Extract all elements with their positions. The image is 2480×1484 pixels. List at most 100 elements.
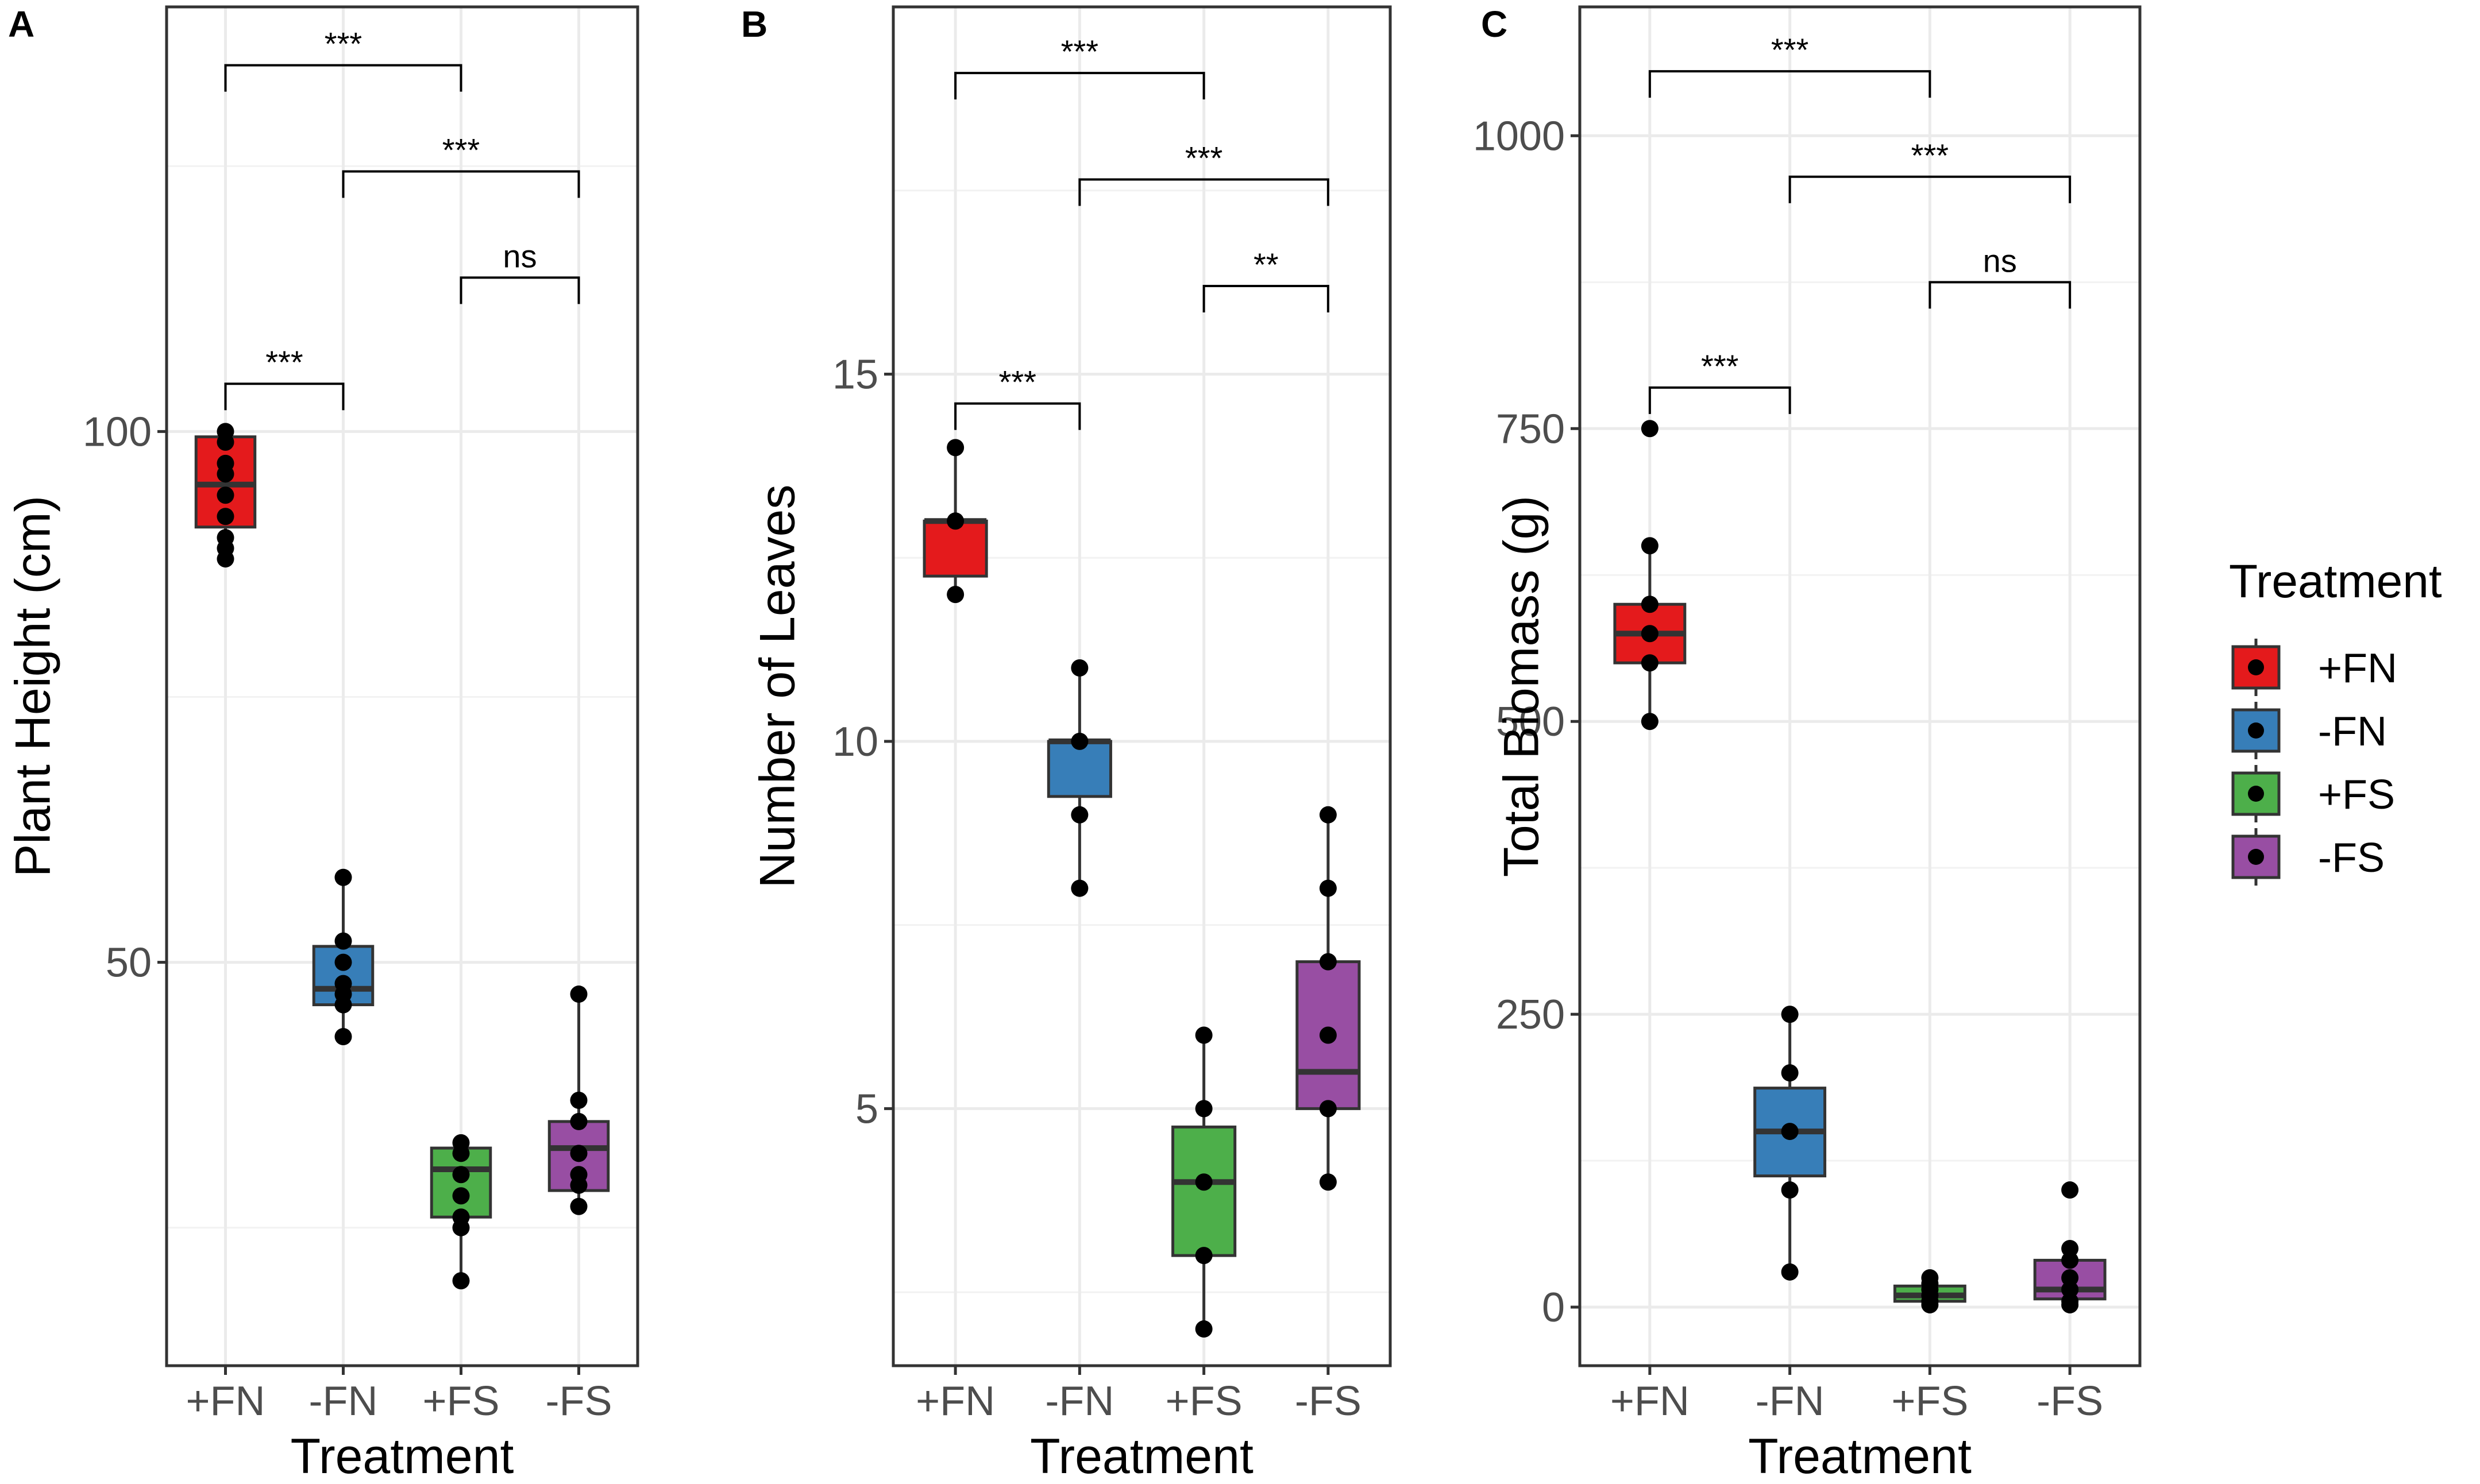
- y-axis-title: Plant Height (cm): [6, 496, 61, 877]
- data-point: [452, 1187, 470, 1205]
- x-axis-title: Treatment: [1030, 1429, 1254, 1484]
- legend-title: Treatment: [2229, 555, 2442, 608]
- y-tick-label: 15: [832, 351, 878, 397]
- significance-bracket: [1648, 70, 1931, 98]
- x-tick-label: +FS: [1891, 1378, 1968, 1424]
- x-tick-label: -FS: [1295, 1378, 1362, 1424]
- data-point: [2061, 1296, 2079, 1313]
- data-point: [452, 1166, 470, 1184]
- data-point: [334, 868, 352, 886]
- box-+FN: [923, 519, 988, 578]
- x-tick-label: -FN: [309, 1378, 378, 1424]
- x-tick-label: -FN: [1045, 1378, 1114, 1424]
- data-point: [2061, 1181, 2079, 1199]
- data-point: [217, 433, 234, 451]
- legend-key-point: [2248, 849, 2264, 865]
- significance-bracket: [954, 402, 1081, 430]
- significance-bracket: [1202, 284, 1329, 312]
- data-point: [1071, 732, 1089, 750]
- legend-label: -FN: [2318, 709, 2387, 755]
- data-point: [334, 996, 352, 1014]
- data-point: [947, 512, 965, 530]
- y-axis-title: Total Biomass (g): [1494, 496, 1549, 877]
- data-point: [452, 1272, 470, 1290]
- data-point: [1195, 1100, 1213, 1118]
- data-point: [1319, 879, 1337, 897]
- data-point: [570, 1176, 588, 1194]
- data-point: [570, 1145, 588, 1162]
- plot-background: [893, 7, 1390, 1366]
- y-axis-title: Number of Leaves: [750, 485, 805, 888]
- legend-item-+FS: +FS: [2231, 765, 2395, 822]
- data-point: [1071, 806, 1089, 824]
- panel-label: C: [1481, 3, 1507, 45]
- significance-bracket: [1929, 281, 2072, 309]
- data-point: [217, 550, 234, 568]
- data-point: [947, 586, 965, 604]
- chart-panel-c: *** *** ns *** 0 250 500 750 1000 +FN -FN +FS -FS Tre…: [1473, 3, 2142, 1484]
- data-point: [1195, 1247, 1213, 1265]
- panel-border: [165, 5, 639, 1367]
- legend-key-box: [2231, 771, 2281, 816]
- significance-bracket: [342, 170, 580, 198]
- legend: Treatment +FN -FN +FS -FS: [2229, 555, 2442, 886]
- y-tick-label: 250: [1496, 992, 1565, 1038]
- data-point: [1641, 713, 1659, 731]
- data-point: [570, 1112, 588, 1130]
- significance-bracket: [1648, 386, 1791, 414]
- x-tick-label: +FS: [1166, 1378, 1243, 1424]
- panel-border: [1578, 5, 2142, 1367]
- significance-bracket: [1788, 175, 2072, 203]
- x-tick-label: -FS: [2037, 1378, 2103, 1424]
- data-point: [452, 1219, 470, 1236]
- legend-key-box: [2231, 645, 2281, 690]
- y-tick-label: 10: [832, 719, 878, 765]
- legend-item--FS: -FS: [2231, 828, 2385, 886]
- y-tick-label: 50: [106, 940, 152, 986]
- legend-key-point: [2248, 786, 2264, 802]
- data-point: [217, 465, 234, 483]
- significance-label: ***: [325, 26, 362, 62]
- box-+FS: [1171, 1125, 1237, 1257]
- panels-group: *** *** ns *** 50 10 0 +FN -FN +FS -FS Treatment Pla…: [6, 3, 2142, 1484]
- data-point: [1319, 953, 1337, 971]
- data-point: [570, 1197, 588, 1215]
- x-tick-label: +FN: [916, 1378, 995, 1424]
- legend-item--FN: -FN: [2231, 702, 2387, 759]
- x-axis-title: Treatment: [291, 1429, 514, 1484]
- significance-label: ***: [1911, 137, 1949, 173]
- y-tick-label: 0: [1542, 1285, 1565, 1331]
- data-point: [1781, 1181, 1799, 1199]
- significance-bracket: [954, 72, 1205, 100]
- significance-label: ***: [1701, 348, 1738, 384]
- x-tick-label: +FN: [1610, 1378, 1690, 1424]
- data-point: [1319, 1026, 1337, 1044]
- data-point: [1781, 1006, 1799, 1023]
- data-point: [1641, 537, 1659, 555]
- data-point: [334, 932, 352, 950]
- data-point: [1319, 806, 1337, 824]
- legend-label: -FS: [2318, 835, 2385, 881]
- data-point: [570, 1091, 588, 1109]
- significance-label: ***: [999, 364, 1036, 400]
- significance-bracket: [224, 382, 345, 411]
- significance-label: ns: [1983, 242, 2017, 279]
- data-point: [1641, 420, 1659, 438]
- data-point: [452, 1145, 470, 1162]
- data-point: [217, 486, 234, 504]
- x-tick-label: +FS: [422, 1378, 499, 1424]
- plot-background: [1580, 7, 2140, 1366]
- x-tick-label: +FN: [186, 1378, 265, 1424]
- chart-panel-a: *** *** ns *** 50 100 +FN -FN +FS -FS Treatment Pla…: [6, 3, 639, 1484]
- data-point: [1641, 654, 1659, 672]
- x-tick-label: -FS: [546, 1378, 612, 1424]
- data-point: [334, 953, 352, 971]
- legend-label: +FN: [2318, 646, 2397, 691]
- data-point: [570, 986, 588, 1003]
- data-point: [1921, 1296, 1939, 1313]
- significance-label: **: [1254, 246, 1279, 283]
- data-point: [1071, 659, 1089, 677]
- legend-key-point: [2248, 659, 2264, 675]
